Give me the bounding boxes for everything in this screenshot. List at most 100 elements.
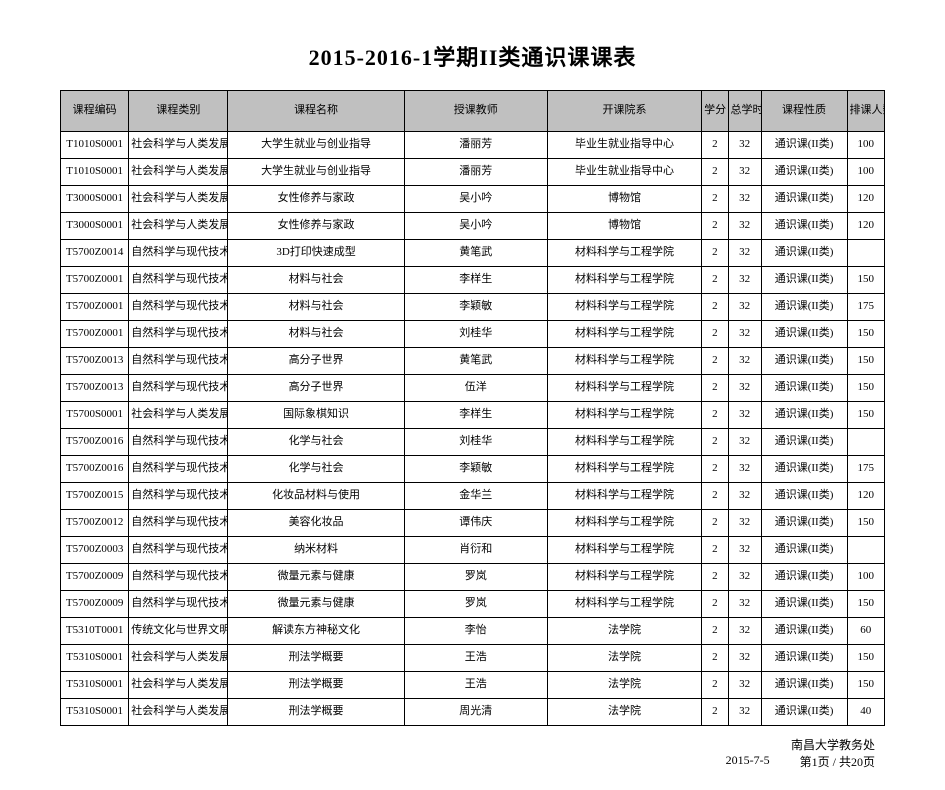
table-cell: 社会科学与人类发展	[129, 186, 228, 213]
col-department: 开课院系	[547, 91, 701, 132]
table-cell: 自然科学与现代技术	[129, 456, 228, 483]
table-cell: 自然科学与现代技术	[129, 483, 228, 510]
table-cell: 2	[702, 429, 728, 456]
table-cell: 32	[728, 240, 761, 267]
table-cell: 150	[847, 510, 884, 537]
table-cell: 化学与社会	[228, 429, 404, 456]
table-cell: 32	[728, 159, 761, 186]
table-cell: 材料科学与工程学院	[547, 375, 701, 402]
table-cell: T5700Z0001	[61, 267, 129, 294]
table-cell: 解读东方神秘文化	[228, 618, 404, 645]
table-cell: 32	[728, 402, 761, 429]
table-cell: 化学与社会	[228, 456, 404, 483]
table-cell: 高分子世界	[228, 375, 404, 402]
table-cell: 32	[728, 294, 761, 321]
table-cell: T5310S0001	[61, 645, 129, 672]
table-cell: 社会科学与人类发展	[129, 159, 228, 186]
table-cell: 刑法学概要	[228, 672, 404, 699]
table-cell: 2	[702, 240, 728, 267]
table-cell: 法学院	[547, 618, 701, 645]
table-cell: 化妆品材料与使用	[228, 483, 404, 510]
page-title: 2015-2016-1学期II类通识课课表	[60, 40, 885, 72]
table-cell: 自然科学与现代技术	[129, 591, 228, 618]
col-credit: 学分	[702, 91, 728, 132]
table-cell: 吴小吟	[404, 213, 547, 240]
table-cell: 罗岚	[404, 591, 547, 618]
table-cell: 通识课(II类)	[761, 672, 847, 699]
table-cell: 2	[702, 564, 728, 591]
table-cell: 传统文化与世界文明	[129, 618, 228, 645]
table-cell: 通识课(II类)	[761, 699, 847, 726]
table-row: T5700Z0012自然科学与现代技术美容化妆品谭伟庆材料科学与工程学院232通…	[61, 510, 885, 537]
table-cell: 2	[702, 591, 728, 618]
table-cell: 32	[728, 645, 761, 672]
table-cell: T5310S0001	[61, 699, 129, 726]
table-cell: 通识课(II类)	[761, 294, 847, 321]
table-row: T5310T0001传统文化与世界文明解读东方神秘文化李怡法学院232通识课(I…	[61, 618, 885, 645]
table-row: T1010S0001社会科学与人类发展大学生就业与创业指导潘丽芳毕业生就业指导中…	[61, 132, 885, 159]
table-cell: 40	[847, 699, 884, 726]
col-course-nature: 课程性质	[761, 91, 847, 132]
table-cell: 150	[847, 267, 884, 294]
table-cell: 刑法学概要	[228, 699, 404, 726]
table-row: T5700Z0009自然科学与现代技术微量元素与健康罗岚材料科学与工程学院232…	[61, 564, 885, 591]
table-cell: 32	[728, 483, 761, 510]
table-cell: 法学院	[547, 645, 701, 672]
table-cell: 150	[847, 591, 884, 618]
table-cell: 通识课(II类)	[761, 429, 847, 456]
table-cell: 黄笔武	[404, 348, 547, 375]
table-cell: 2	[702, 483, 728, 510]
table-cell: 李样生	[404, 267, 547, 294]
table-cell: 美容化妆品	[228, 510, 404, 537]
table-cell: 潘丽芳	[404, 159, 547, 186]
table-cell: 2	[702, 537, 728, 564]
table-cell: T5700Z0003	[61, 537, 129, 564]
table-cell: 刘桂华	[404, 429, 547, 456]
table-cell: 32	[728, 375, 761, 402]
table-cell: 2	[702, 186, 728, 213]
table-cell: 通识课(II类)	[761, 618, 847, 645]
table-row: T5700Z0001自然科学与现代技术材料与社会李样生材料科学与工程学院232通…	[61, 267, 885, 294]
table-cell: 罗岚	[404, 564, 547, 591]
table-cell: 女性修养与家政	[228, 186, 404, 213]
table-cell: 通识课(II类)	[761, 159, 847, 186]
table-cell: 120	[847, 483, 884, 510]
table-cell: 175	[847, 294, 884, 321]
table-cell: T3000S0001	[61, 213, 129, 240]
table-cell: 纳米材料	[228, 537, 404, 564]
table-cell: T5700Z0009	[61, 564, 129, 591]
table-cell: T5700S0001	[61, 402, 129, 429]
table-row: T5700S0001社会科学与人类发展国际象棋知识李样生材料科学与工程学院232…	[61, 402, 885, 429]
table-row: T5700Z0013自然科学与现代技术高分子世界黄笔武材料科学与工程学院232通…	[61, 348, 885, 375]
table-cell: 60	[847, 618, 884, 645]
table-cell: 自然科学与现代技术	[129, 267, 228, 294]
table-cell: 100	[847, 132, 884, 159]
table-cell: 2	[702, 456, 728, 483]
table-row: T3000S0001社会科学与人类发展女性修养与家政吴小吟博物馆232通识课(I…	[61, 213, 885, 240]
table-cell: 通识课(II类)	[761, 402, 847, 429]
table-cell: 肖衍和	[404, 537, 547, 564]
table-cell: 2	[702, 348, 728, 375]
course-table: 课程编码 课程类别 课程名称 授课教师 开课院系 学分 总学时数 课程性质 排课…	[60, 90, 885, 726]
table-cell: 32	[728, 510, 761, 537]
table-cell: 32	[728, 132, 761, 159]
table-cell: T5700Z0013	[61, 375, 129, 402]
table-cell: 社会科学与人类发展	[129, 645, 228, 672]
table-cell: T5700Z0009	[61, 591, 129, 618]
table-cell: 32	[728, 267, 761, 294]
table-cell: 材料科学与工程学院	[547, 348, 701, 375]
table-cell: 2	[702, 159, 728, 186]
table-cell: 材料与社会	[228, 321, 404, 348]
table-cell: 材料科学与工程学院	[547, 510, 701, 537]
table-cell: 150	[847, 645, 884, 672]
table-row: T5310S0001社会科学与人类发展刑法学概要周光清法学院232通识课(II类…	[61, 699, 885, 726]
table-cell: 大学生就业与创业指导	[228, 132, 404, 159]
table-cell: 材料科学与工程学院	[547, 591, 701, 618]
table-cell: 刘桂华	[404, 321, 547, 348]
table-cell: 通识课(II类)	[761, 537, 847, 564]
table-cell: 175	[847, 456, 884, 483]
table-cell: 材料科学与工程学院	[547, 429, 701, 456]
table-row: T5700Z0001自然科学与现代技术材料与社会李颖敏材料科学与工程学院232通…	[61, 294, 885, 321]
table-cell: 自然科学与现代技术	[129, 429, 228, 456]
table-cell: 材料科学与工程学院	[547, 294, 701, 321]
